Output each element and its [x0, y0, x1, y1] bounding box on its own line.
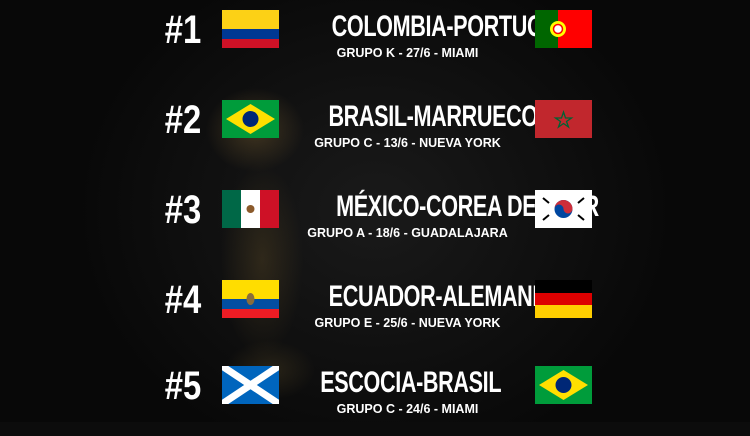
match-row: #1 COLOMBIA-PORTUGAL GRUPO K - 27/6 - MI…: [0, 0, 750, 80]
match-row: #2 BRASIL-MARRUECOS GRUPO C - 13/6 - NUE…: [0, 90, 750, 170]
match-details: GRUPO C - 24/6 - MIAMI: [336, 402, 479, 416]
match-title: ESCOCIA-BRASIL: [320, 366, 502, 399]
match-row: #5 ESCOCIA-BRASIL GRUPO C - 24/6 - MIAMI: [0, 356, 750, 436]
match-title: MÉXICO-COREA DEL SUR: [336, 190, 599, 223]
brazil-flag: [222, 100, 279, 138]
ecuador-flag: [222, 280, 279, 318]
match-details: GRUPO C - 13/6 - NUEVA YORK: [314, 136, 501, 150]
germany-flag: [535, 280, 592, 318]
match-details: GRUPO A - 18/6 - GUADALAJARA: [307, 226, 508, 240]
rank: #1: [164, 8, 202, 52]
south-korea-flag: [535, 190, 592, 228]
rank: #5: [164, 364, 202, 408]
scotland-flag: [222, 366, 279, 404]
colombia-flag: [222, 10, 279, 48]
rank: #3: [164, 188, 202, 232]
morocco-flag: [535, 100, 592, 138]
mexico-flag: [222, 190, 279, 228]
rank: #2: [164, 98, 202, 142]
brazil-flag: [535, 366, 592, 404]
match-title: ECUADOR-ALEMANIA: [328, 280, 554, 313]
trophy-background: [0, 0, 750, 422]
match-row: #4 ECUADOR-ALEMANIA GRUPO E - 25/6 - NUE…: [0, 270, 750, 350]
match-details: GRUPO E - 25/6 - NUEVA YORK: [314, 316, 501, 330]
portugal-flag: [535, 10, 592, 48]
rank: #4: [164, 278, 202, 322]
match-details: GRUPO K - 27/6 - MIAMI: [336, 46, 479, 60]
match-row: #3 MÉXICO-COREA DEL SUR GRUPO A - 18/6 -…: [0, 180, 750, 260]
match-title: BRASIL-MARRUECOS: [328, 100, 552, 133]
match-title: COLOMBIA-PORTUGAL: [331, 10, 572, 43]
